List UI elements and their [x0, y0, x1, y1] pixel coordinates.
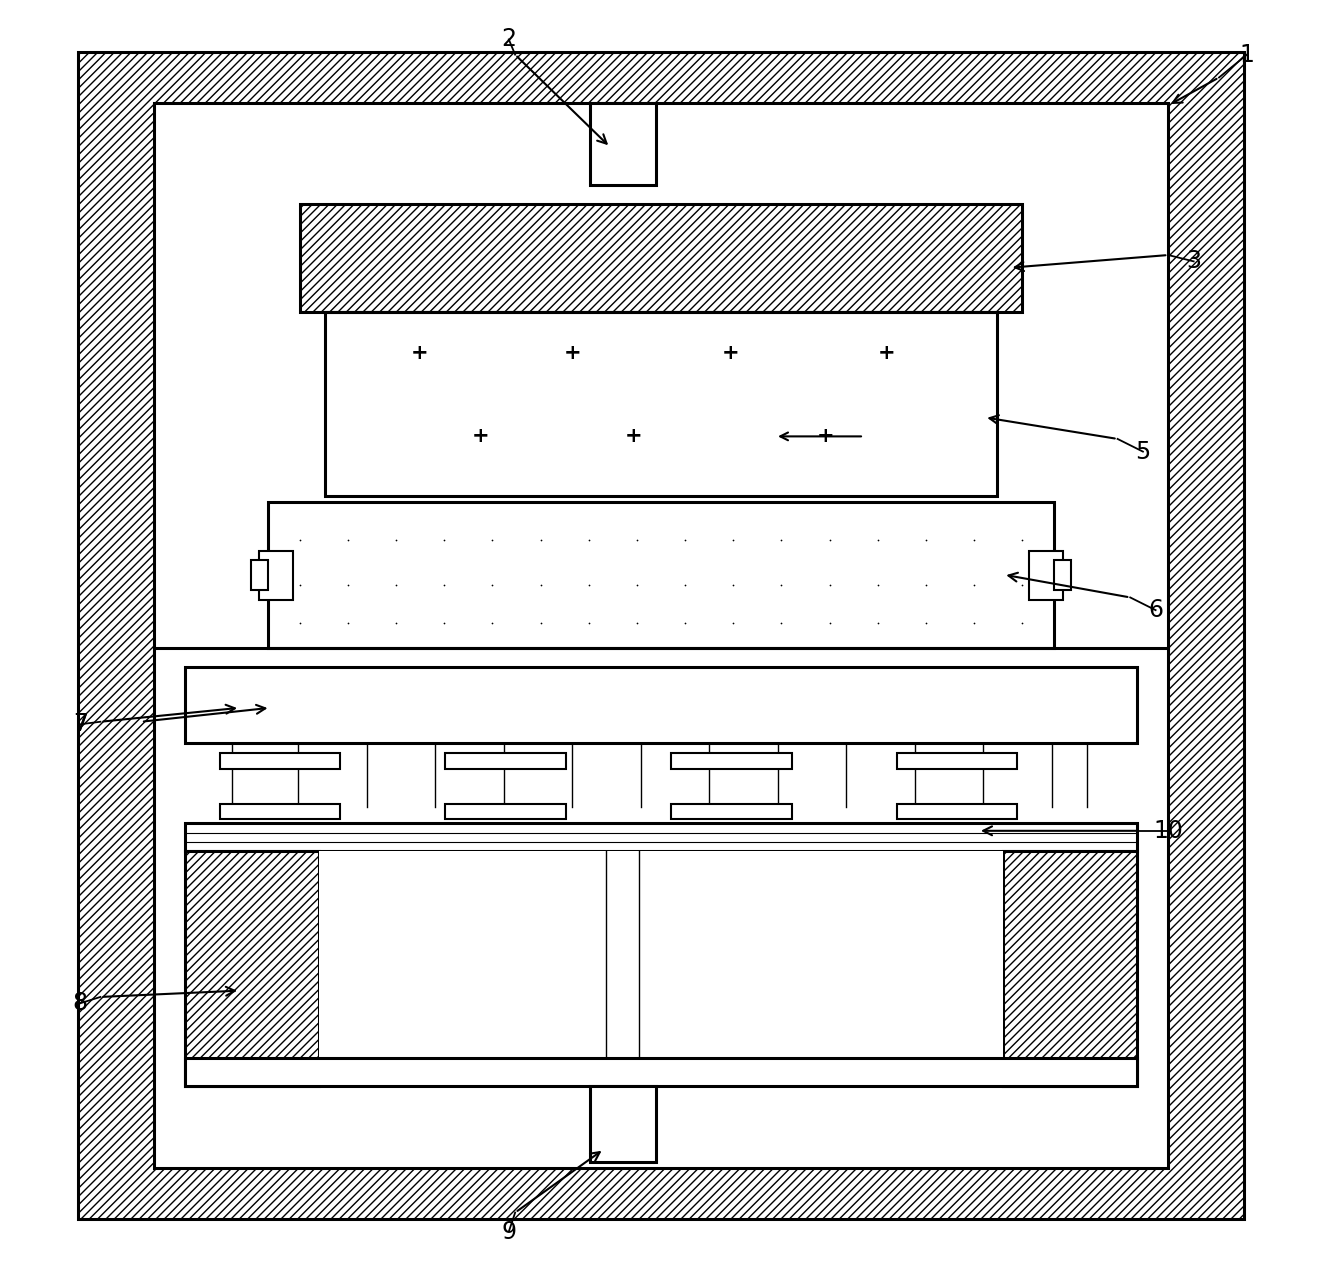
Text: 6: 6: [1147, 599, 1163, 622]
Text: 7: 7: [73, 712, 87, 736]
Bar: [251, 561, 268, 591]
Bar: [446, 754, 566, 769]
Bar: [1003, 852, 1137, 1085]
Bar: [319, 852, 1003, 1085]
Text: 8: 8: [73, 991, 87, 1016]
Bar: [185, 824, 1137, 852]
Bar: [300, 205, 1022, 313]
Bar: [590, 1085, 656, 1162]
Bar: [590, 103, 656, 186]
Text: +: +: [817, 426, 834, 446]
Bar: [896, 805, 1018, 820]
Bar: [672, 805, 792, 820]
Bar: [219, 754, 340, 769]
Bar: [325, 313, 997, 496]
Bar: [219, 805, 340, 820]
Bar: [896, 754, 1018, 769]
Text: 2: 2: [501, 28, 517, 51]
Text: +: +: [411, 343, 428, 362]
Text: 10: 10: [1153, 819, 1183, 843]
Bar: [185, 1057, 1137, 1085]
Text: 7: 7: [73, 712, 87, 736]
Text: +: +: [878, 343, 895, 362]
Bar: [185, 852, 319, 1085]
Text: +: +: [472, 426, 489, 446]
Text: +: +: [563, 343, 582, 362]
Text: 3: 3: [1186, 249, 1202, 273]
Text: 1: 1: [1240, 43, 1255, 66]
Bar: [268, 502, 1054, 648]
Bar: [672, 754, 792, 769]
Text: 9: 9: [501, 1220, 517, 1243]
Bar: [185, 667, 1137, 744]
Text: 5: 5: [1136, 440, 1150, 464]
Bar: [1029, 550, 1063, 600]
Bar: [259, 550, 293, 600]
Text: +: +: [624, 426, 642, 446]
Bar: [446, 805, 566, 820]
Bar: [1054, 561, 1071, 591]
Text: +: +: [722, 343, 739, 362]
Bar: [153, 103, 1169, 1168]
